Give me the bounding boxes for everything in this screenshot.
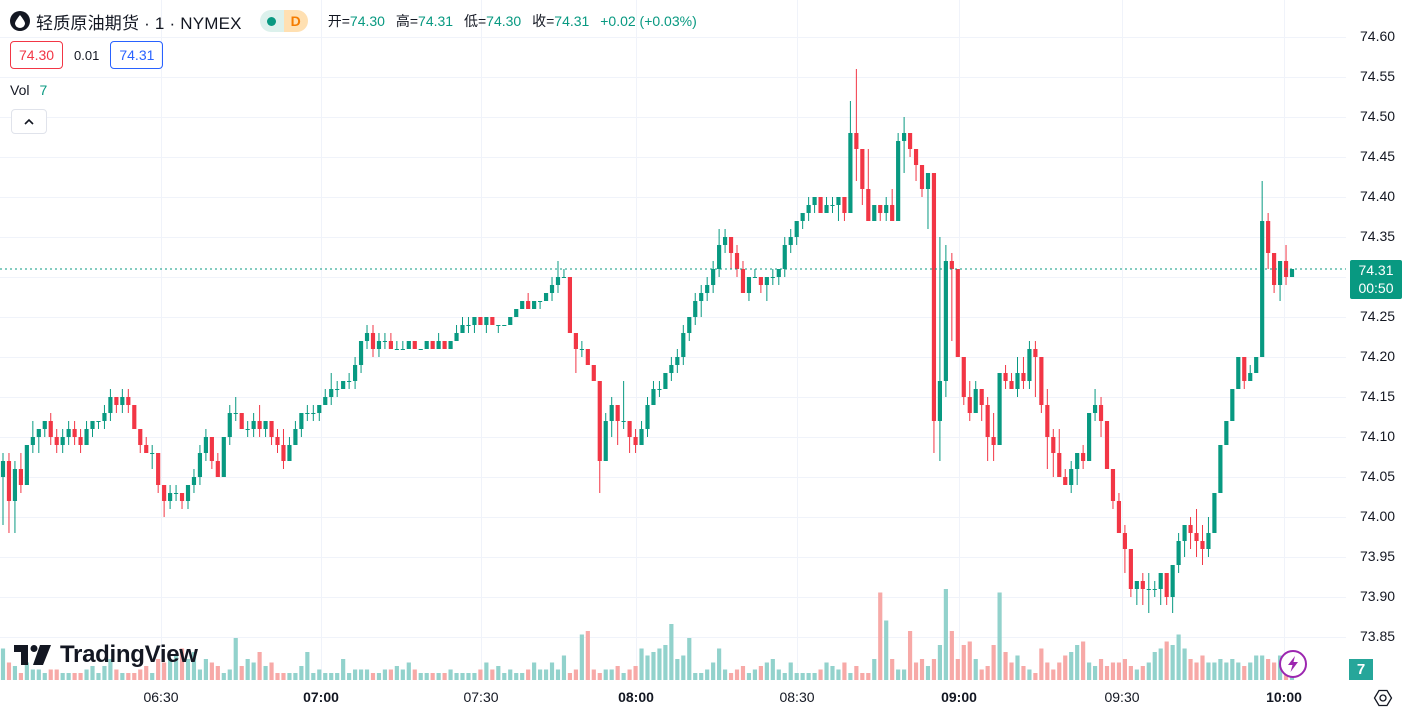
price-axis-label: 73.90 [1360, 588, 1396, 604]
oil-drop-icon [10, 11, 30, 31]
spread-value: 0.01 [74, 47, 100, 63]
market-open-dot-icon [259, 10, 284, 32]
price-axis-label: 73.95 [1360, 548, 1396, 564]
price-axis-label: 74.35 [1360, 228, 1396, 244]
price-axis-label: 74.40 [1360, 188, 1396, 204]
price-axis-label: 74.50 [1360, 108, 1396, 124]
time-axis-label: 07:30 [463, 689, 499, 705]
time-axis-label: 09:00 [941, 689, 977, 705]
price-candles [0, 69, 1295, 613]
time-axis-label: 07:00 [303, 689, 339, 705]
price-axis-label: 74.05 [1360, 468, 1396, 484]
chevron-up-icon [24, 118, 34, 125]
bid-ask-row: 74.30 0.01 74.31 [10, 41, 164, 69]
change-value: +0.02 (+0.03%) [600, 13, 697, 29]
last-price-tag: 74.31 00:50 [1350, 260, 1402, 299]
close-value: 74.31 [554, 13, 590, 29]
time-axis-label: 08:00 [618, 689, 654, 705]
time-axis-label: 09:30 [1104, 689, 1140, 705]
price-axis-label: 74.20 [1360, 348, 1396, 364]
high-value: 74.31 [418, 13, 454, 29]
price-axis-label: 74.60 [1360, 28, 1396, 44]
price-axis-label: 74.25 [1360, 308, 1396, 324]
ohlc-values: 开=74.30 高=74.31 低=74.30 收=74.31 +0.02 (+… [327, 13, 697, 29]
sell-price-button[interactable]: 74.30 [10, 41, 64, 69]
market-status-pill[interactable]: D [259, 10, 308, 32]
volume-bars [0, 589, 1295, 680]
delayed-data-badge: D [283, 10, 308, 32]
lightning-icon [1288, 656, 1298, 672]
volume-value: 7 [39, 82, 48, 98]
buy-price-button[interactable]: 74.31 [110, 41, 164, 69]
logo-text: TradingView [60, 641, 198, 668]
volume-tag: 7 [1349, 659, 1373, 680]
last-price-value: 74.31 [1358, 262, 1394, 278]
price-axis-label: 74.45 [1360, 148, 1396, 164]
low-value: 74.30 [486, 13, 522, 29]
lightning-button[interactable] [1279, 650, 1307, 678]
collapse-legend-button[interactable] [11, 109, 47, 134]
open-value: 74.30 [349, 13, 385, 29]
price-axis-label: 74.55 [1360, 68, 1396, 84]
symbol-title[interactable]: 轻质原油期货 · 1 · NYMEX [36, 13, 242, 33]
volume-legend: Vol 7 [10, 82, 47, 98]
grid-lines [0, 0, 1346, 680]
chart-settings-button[interactable] [1372, 687, 1394, 709]
time-axis-label: 10:00 [1266, 689, 1302, 705]
gear-icon [1373, 689, 1393, 707]
symbol-legend: 轻质原油期货 · 1 · NYMEX D 开=74.30 高=74.31 低=7… [10, 8, 697, 34]
time-axis-label: 08:30 [779, 689, 815, 705]
price-axis-label: 74.10 [1360, 428, 1396, 444]
price-axis-label: 74.15 [1360, 388, 1396, 404]
tradingview-logo[interactable]: TradingView [14, 641, 198, 669]
time-axis-label: 06:30 [143, 689, 179, 705]
volume-label: Vol [10, 82, 30, 98]
bar-countdown: 00:50 [1358, 280, 1394, 296]
price-axis-label: 74.00 [1360, 508, 1396, 524]
tv-logo-icon [14, 645, 51, 665]
price-axis-label: 73.85 [1360, 628, 1396, 644]
